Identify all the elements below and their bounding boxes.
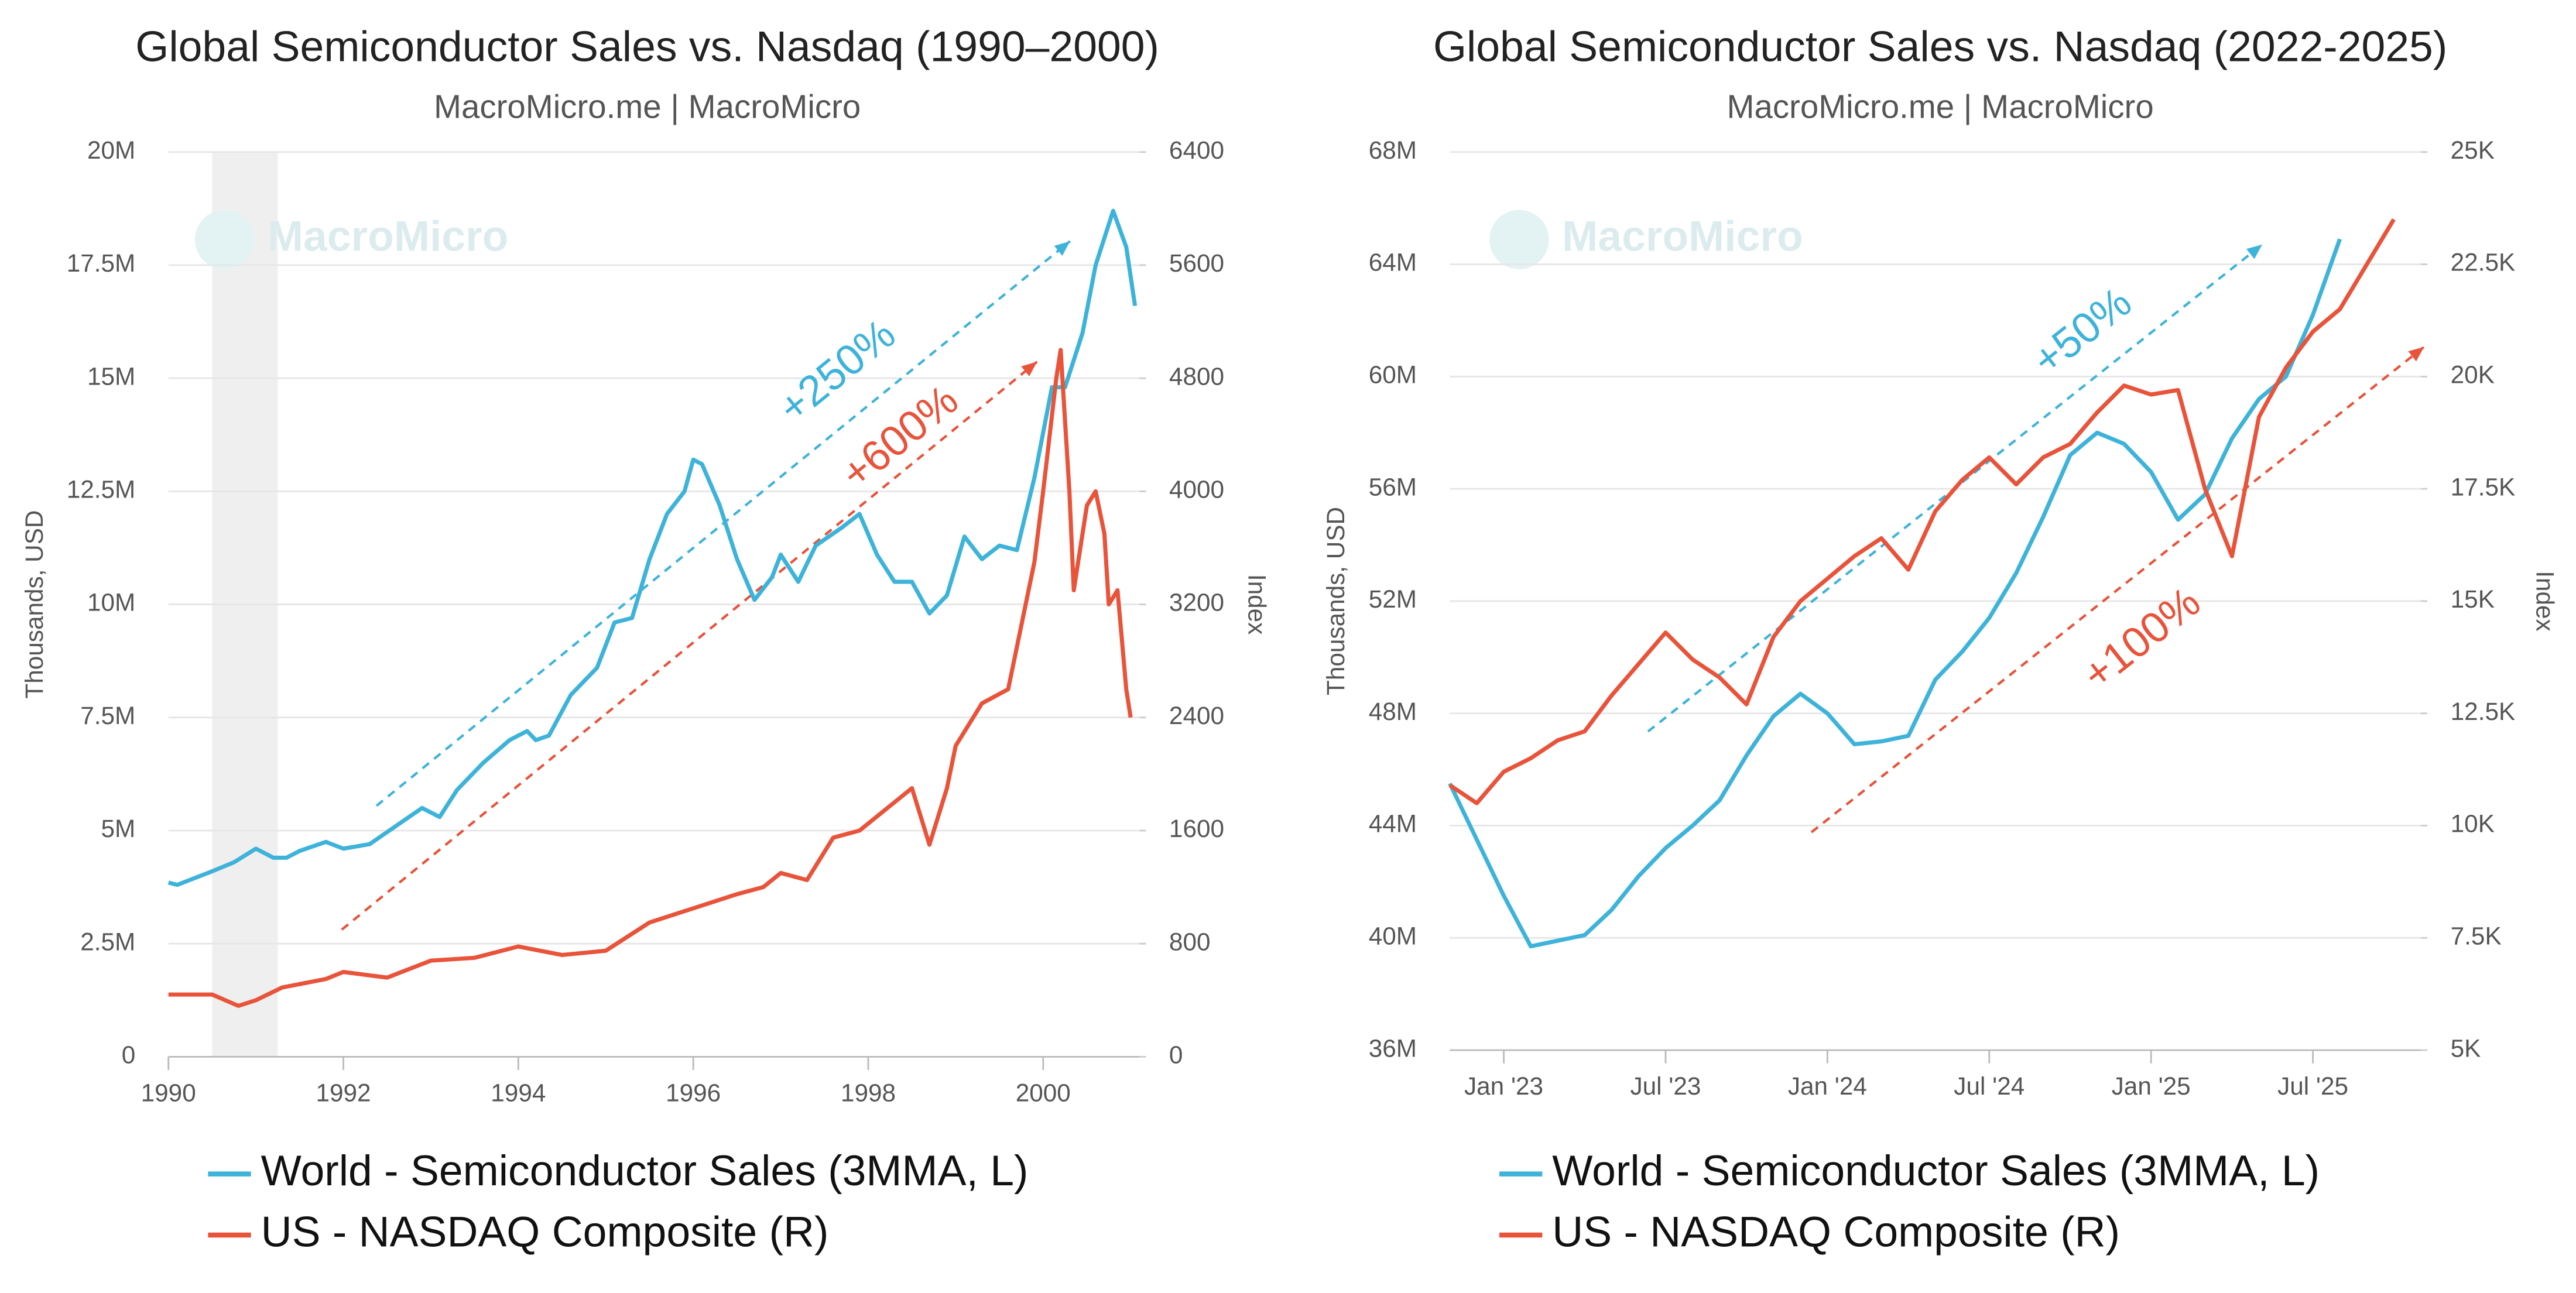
y2-tick-label: 22.5K xyxy=(2451,249,2516,276)
x-tick-label: 1992 xyxy=(316,1079,371,1106)
y-tick-label: 48M xyxy=(1369,698,1417,725)
annotation: +100% xyxy=(2074,578,2209,699)
watermark-logo xyxy=(194,210,255,270)
chart-subtitle: MacroMicro.me | MacroMicro xyxy=(434,88,861,125)
y-tick-label: 10M xyxy=(87,589,135,616)
y2-tick-label: 5K xyxy=(2451,1034,2481,1062)
y-tick-label: 5M xyxy=(101,815,136,842)
legend-label: World - Semiconductor Sales (3MMA, L) xyxy=(1552,1147,2320,1195)
y-tick-label: 68M xyxy=(1369,136,1417,164)
y2-tick-label: 20K xyxy=(2451,361,2495,389)
y-tick-label: 12.5M xyxy=(67,476,136,503)
y-axis-title: Thousands, USD xyxy=(20,510,48,699)
y-tick-label: 2.5M xyxy=(80,928,135,955)
y2-tick-label: 15K xyxy=(2451,585,2495,613)
annotation-arrow xyxy=(1810,345,2425,834)
y-tick-label: 44M xyxy=(1369,810,1417,838)
x-tick-label: Jul '24 xyxy=(1954,1072,2025,1100)
y2-tick-label: 10K xyxy=(2451,810,2495,838)
y-tick-label: 60M xyxy=(1369,361,1417,389)
x-tick-label: 1996 xyxy=(666,1079,721,1106)
arrow-head xyxy=(2246,244,2263,259)
y2-axis-title: Index xyxy=(1243,574,1270,635)
y-tick-label: 15M xyxy=(87,362,135,390)
y2-axis-title: Index xyxy=(2531,571,2558,631)
x-tick-label: Jan '24 xyxy=(1788,1072,1867,1100)
y2-tick-label: 800 xyxy=(1169,928,1211,955)
legend-label: US - NASDAQ Composite (R) xyxy=(1552,1208,2120,1256)
y2-tick-label: 2400 xyxy=(1169,702,1224,729)
y-tick-label: 40M xyxy=(1369,922,1417,949)
y-tick-label: 0 xyxy=(122,1041,136,1069)
watermark-logo xyxy=(1489,210,1549,270)
y2-tick-label: 4000 xyxy=(1169,476,1224,503)
legend-label: US - NASDAQ Composite (R) xyxy=(261,1208,829,1256)
y2-tick-label: 7.5K xyxy=(2451,922,2502,949)
series-line xyxy=(1448,238,2342,949)
y-tick-label: 64M xyxy=(1369,249,1417,276)
x-tick-label: Jan '25 xyxy=(2112,1072,2191,1100)
y-tick-label: 7.5M xyxy=(80,702,135,729)
y2-tick-label: 6400 xyxy=(1169,136,1224,164)
annotation-arrow xyxy=(341,361,1038,931)
y2-tick-label: 4800 xyxy=(1169,362,1224,390)
legend-label: World - Semiconductor Sales (3MMA, L) xyxy=(261,1147,1029,1195)
y-tick-label: 52M xyxy=(1369,585,1417,613)
arrow-head xyxy=(1021,361,1037,376)
chart-subtitle: MacroMicro.me | MacroMicro xyxy=(1727,88,2153,125)
y2-tick-label: 25K xyxy=(2451,136,2495,164)
arrow-head xyxy=(1054,241,1070,256)
y2-tick-label: 3200 xyxy=(1169,589,1224,616)
annotation-arrow xyxy=(375,240,1071,807)
y-tick-label: 17.5M xyxy=(67,249,136,277)
y2-tick-label: 0 xyxy=(1169,1041,1183,1069)
watermark: MacroMicro xyxy=(1562,212,1803,260)
y-tick-label: 20M xyxy=(87,136,135,164)
y2-tick-label: 5600 xyxy=(1169,249,1224,277)
x-tick-label: 1990 xyxy=(141,1079,196,1106)
watermark: MacroMicro xyxy=(268,212,509,260)
y-tick-label: 56M xyxy=(1369,473,1417,500)
x-tick-label: Jul '25 xyxy=(2277,1072,2348,1100)
x-tick-label: Jan '23 xyxy=(1464,1072,1543,1100)
annotation: +250% xyxy=(769,310,904,432)
y2-tick-label: 1600 xyxy=(1169,815,1224,842)
chart-title: Global Semiconductor Sales vs. Nasdaq (2… xyxy=(1433,22,2447,70)
x-tick-label: 1998 xyxy=(841,1079,896,1106)
x-tick-label: 2000 xyxy=(1016,1079,1071,1106)
series-line xyxy=(168,348,1133,1008)
y-tick-label: 36M xyxy=(1369,1034,1417,1062)
series-line xyxy=(1448,218,2396,805)
arrow-head xyxy=(2408,347,2424,362)
y-axis-title: Thousands, USD xyxy=(1322,507,1349,695)
series-line xyxy=(167,208,1138,887)
annotation: +50% xyxy=(2023,278,2140,385)
y2-tick-label: 17.5K xyxy=(2451,473,2516,500)
x-tick-label: 1994 xyxy=(491,1079,546,1106)
chart-title: Global Semiconductor Sales vs. Nasdaq (1… xyxy=(135,22,1159,70)
x-tick-label: Jul '23 xyxy=(1630,1072,1701,1100)
y2-tick-label: 12.5K xyxy=(2451,698,2516,725)
